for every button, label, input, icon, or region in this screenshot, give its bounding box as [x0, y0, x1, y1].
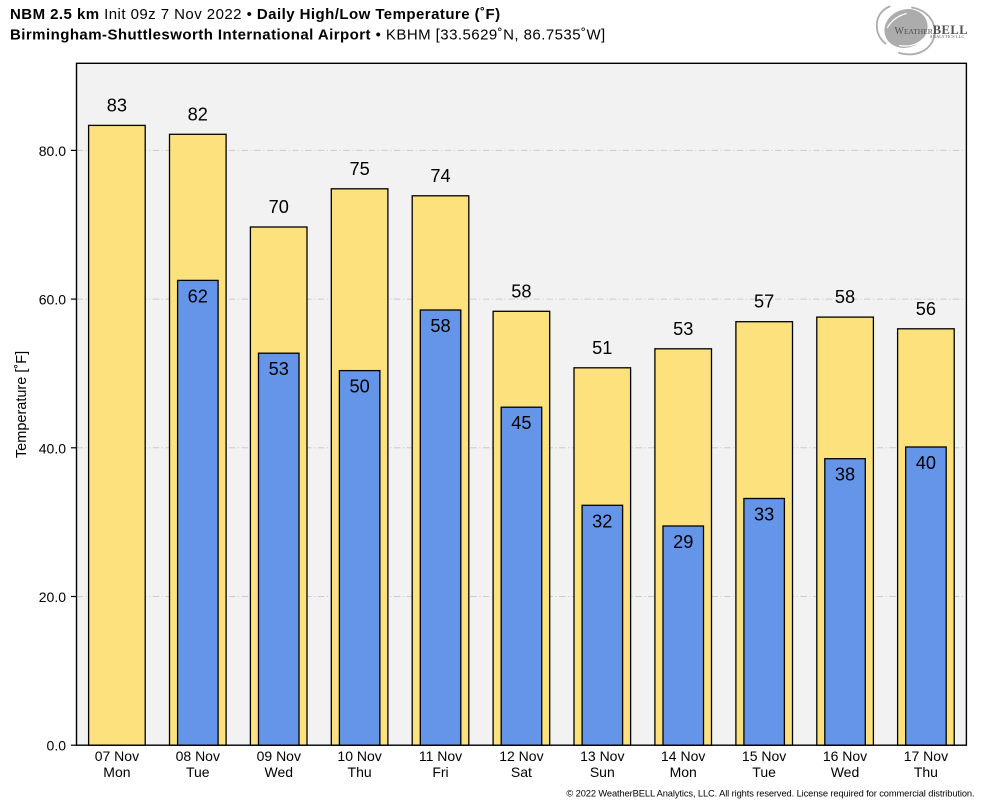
- svg-text:58: 58: [511, 281, 531, 301]
- svg-text:Thu: Thu: [348, 764, 372, 780]
- svg-text:WEATHERBELL: WEATHERBELL: [895, 23, 969, 37]
- svg-text:33: 33: [754, 505, 774, 525]
- svg-text:58: 58: [430, 316, 450, 336]
- svg-text:16 Nov: 16 Nov: [823, 748, 867, 764]
- svg-text:Wed: Wed: [831, 764, 860, 780]
- svg-text:45: 45: [511, 413, 531, 433]
- svg-text:© 2022 WeatherBELL Analytics,: © 2022 WeatherBELL Analytics, LLC. All r…: [566, 789, 974, 799]
- svg-text:57: 57: [754, 292, 774, 312]
- svg-text:70: 70: [269, 197, 289, 217]
- svg-text:32: 32: [592, 511, 612, 531]
- svg-text:Temperature [˚F]: Temperature [˚F]: [14, 351, 30, 458]
- svg-text:ANALYTICS LLC: ANALYTICS LLC: [930, 34, 965, 39]
- svg-text:NBM 2.5 km Init 09z 7 Nov 2022: NBM 2.5 km Init 09z 7 Nov 2022 • Daily H…: [10, 6, 501, 23]
- svg-text:58: 58: [835, 287, 855, 307]
- svg-text:07 Nov: 07 Nov: [95, 748, 139, 764]
- svg-text:62: 62: [188, 286, 208, 306]
- svg-text:Fri: Fri: [432, 764, 448, 780]
- svg-text:17 Nov: 17 Nov: [904, 748, 948, 764]
- svg-text:83: 83: [107, 95, 127, 115]
- svg-text:29: 29: [673, 532, 693, 552]
- svg-text:14 Nov: 14 Nov: [661, 748, 705, 764]
- svg-text:09 Nov: 09 Nov: [257, 748, 301, 764]
- svg-text:Tue: Tue: [752, 764, 776, 780]
- svg-text:Tue: Tue: [186, 764, 210, 780]
- svg-text:53: 53: [269, 359, 289, 379]
- svg-text:11 Nov: 11 Nov: [419, 748, 462, 764]
- svg-text:10 Nov: 10 Nov: [337, 748, 381, 764]
- svg-text:12 Nov: 12 Nov: [499, 748, 543, 764]
- svg-text:08 Nov: 08 Nov: [176, 748, 220, 764]
- svg-text:Sun: Sun: [590, 764, 615, 780]
- svg-text:51: 51: [592, 338, 612, 358]
- svg-text:15 Nov: 15 Nov: [742, 748, 786, 764]
- svg-text:40: 40: [916, 453, 936, 473]
- svg-text:20.0: 20.0: [39, 589, 66, 605]
- svg-text:40.0: 40.0: [39, 440, 66, 456]
- svg-text:13 Nov: 13 Nov: [580, 748, 624, 764]
- svg-text:Mon: Mon: [670, 764, 697, 780]
- svg-text:60.0: 60.0: [39, 292, 66, 308]
- svg-text:53: 53: [673, 319, 693, 339]
- svg-text:82: 82: [188, 104, 208, 124]
- svg-text:Birmingham-Shuttlesworth Inter: Birmingham-Shuttlesworth International A…: [10, 27, 606, 44]
- svg-text:74: 74: [430, 166, 450, 186]
- svg-text:Sat: Sat: [511, 764, 532, 780]
- svg-text:80.0: 80.0: [39, 143, 66, 159]
- svg-text:Mon: Mon: [103, 764, 130, 780]
- svg-text:0.0: 0.0: [47, 738, 67, 754]
- svg-text:50: 50: [349, 377, 369, 397]
- svg-text:56: 56: [916, 299, 936, 319]
- svg-text:Thu: Thu: [914, 764, 938, 780]
- svg-text:75: 75: [349, 159, 369, 179]
- svg-text:Wed: Wed: [265, 764, 294, 780]
- svg-text:38: 38: [835, 465, 855, 485]
